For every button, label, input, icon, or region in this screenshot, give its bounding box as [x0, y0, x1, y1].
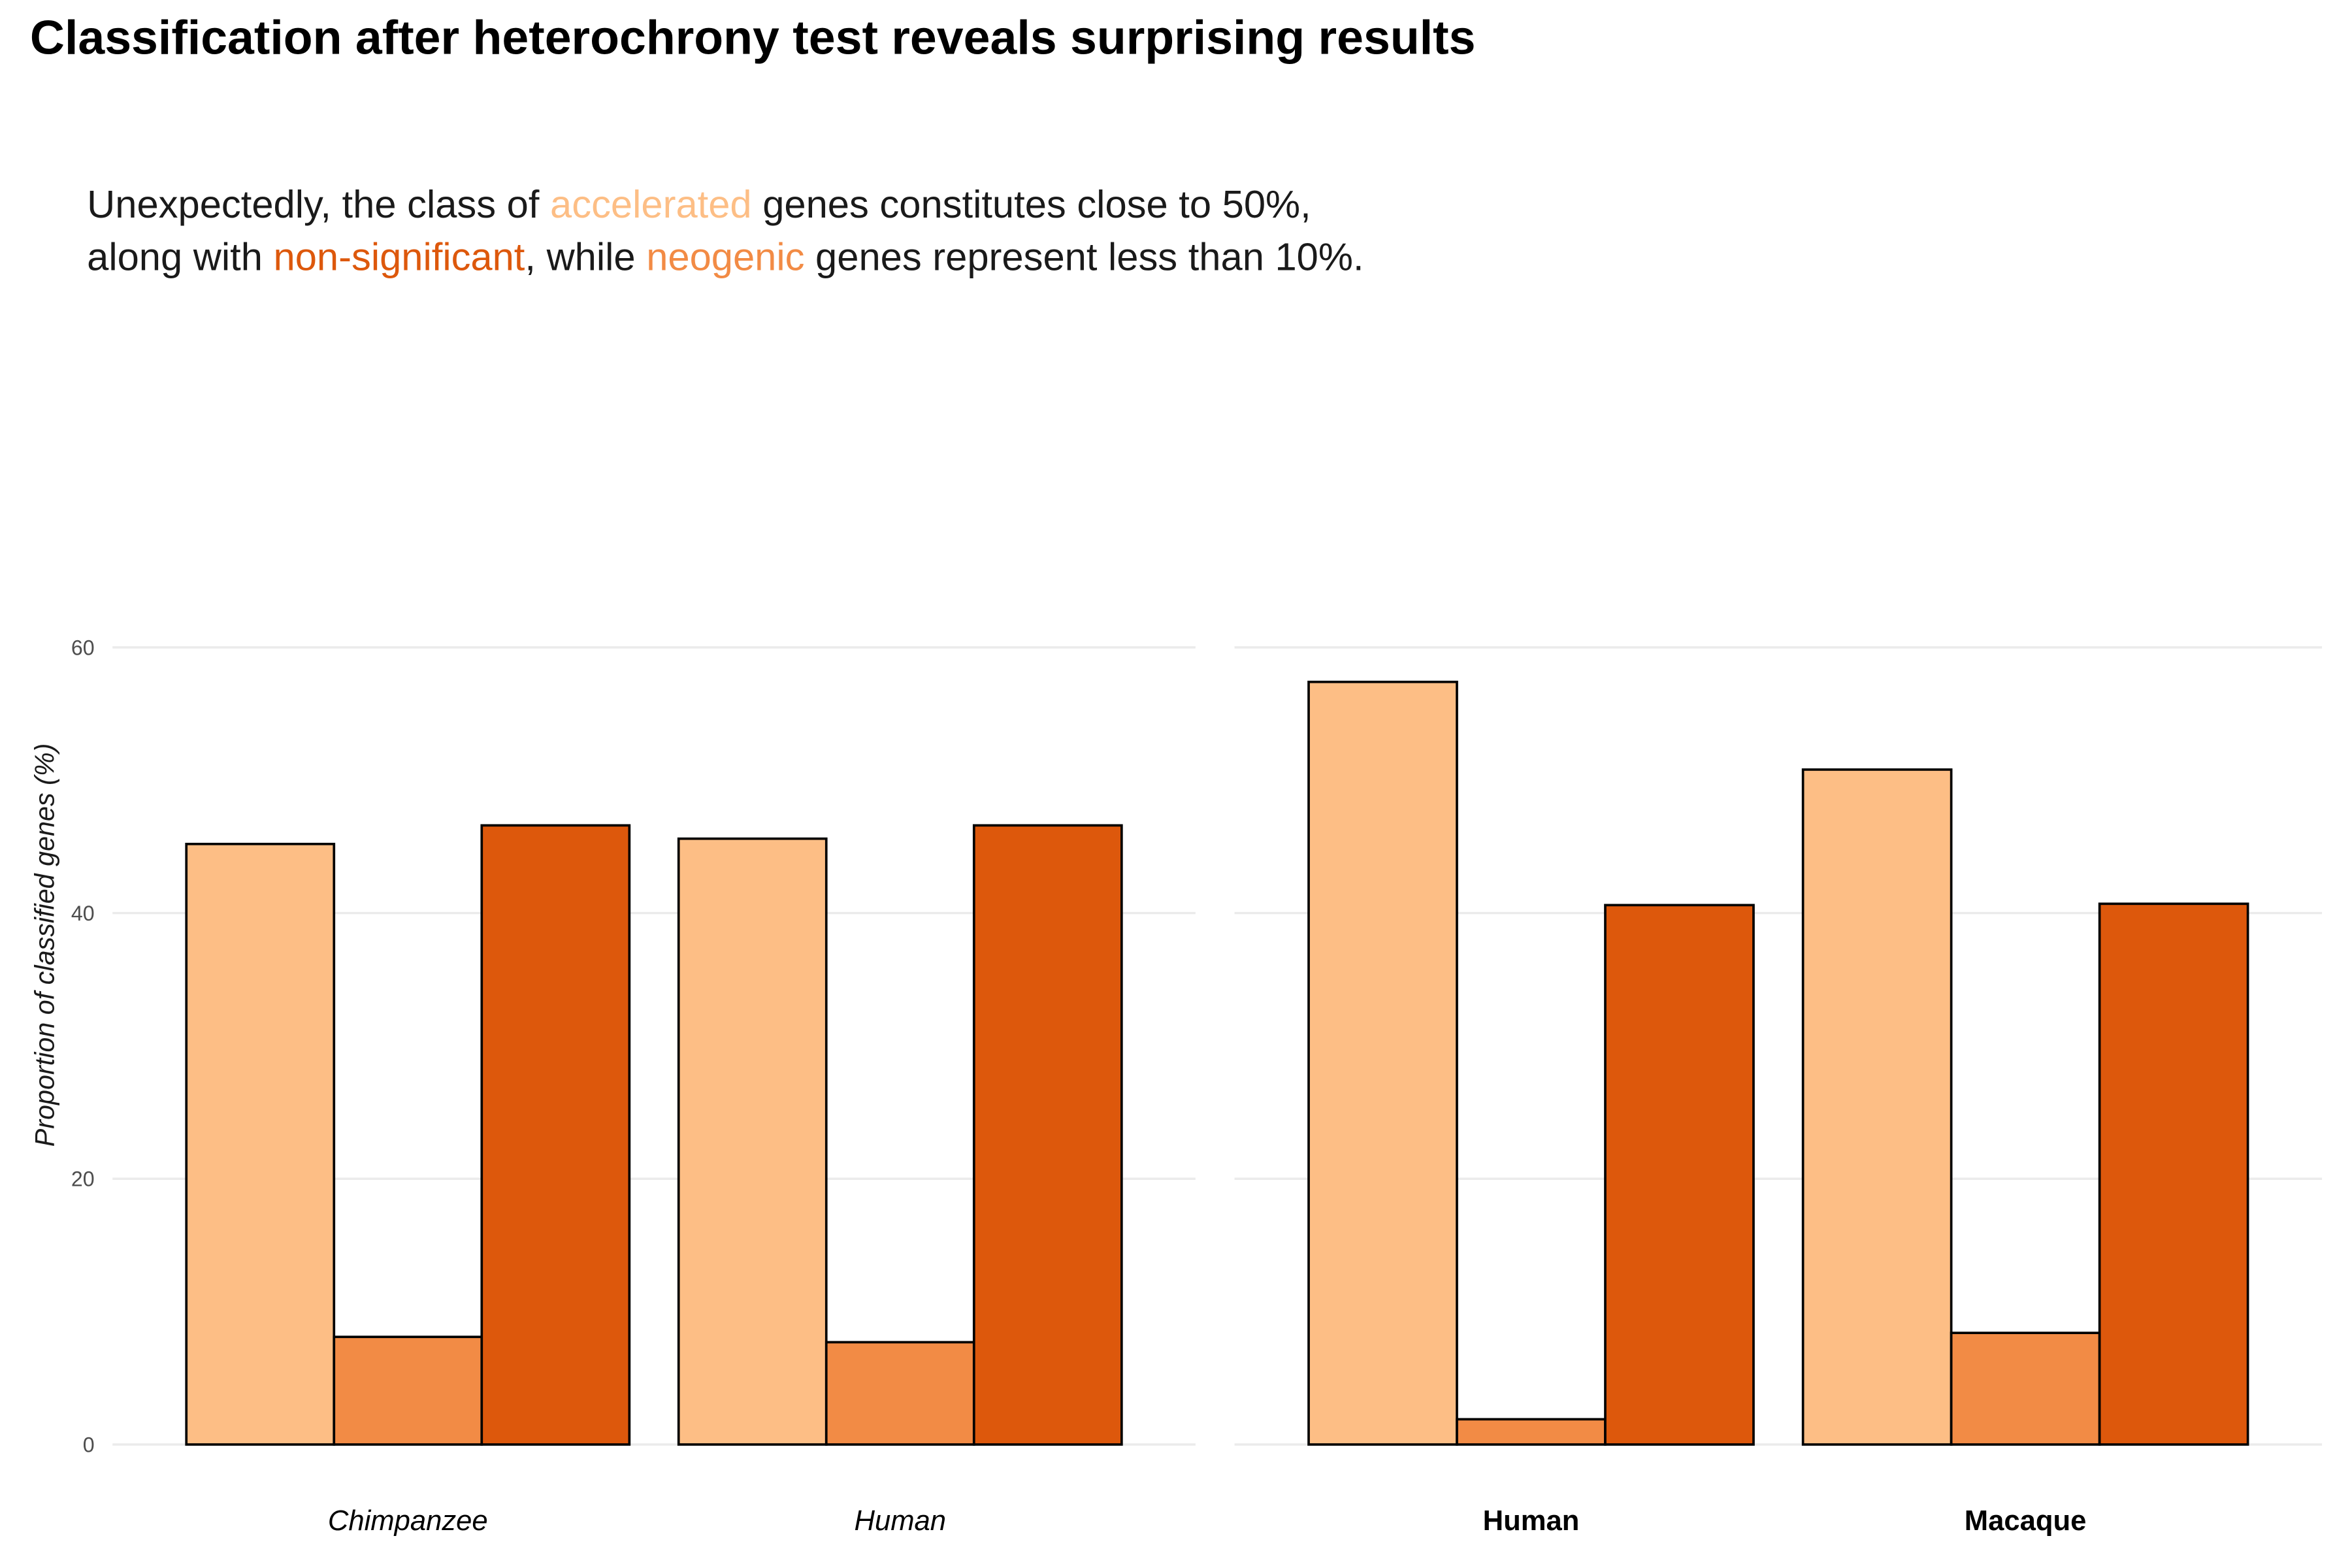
bar	[1456, 1418, 1607, 1446]
y-tick-label: 20	[71, 1168, 95, 1191]
y-axis-label: Proportion of classified genes (%)	[30, 743, 60, 1147]
bar	[1801, 768, 1953, 1446]
subtitle-text: , while	[525, 235, 646, 278]
bar	[677, 837, 828, 1446]
chart-title: Classification after heterochrony test r…	[30, 10, 1476, 65]
y-tick-label: 40	[71, 902, 95, 925]
bar	[972, 824, 1123, 1446]
subtitle-text: genes represent less than 10%.	[804, 235, 1364, 278]
legend-entry: accelerated	[550, 182, 752, 226]
subtitle-text: Unexpectedly, the class of	[87, 182, 550, 226]
x-tick-label: Macaque	[1965, 1505, 2087, 1537]
bar	[333, 1335, 483, 1446]
y-tick-label: 0	[83, 1433, 95, 1456]
legend-entry: non-significant	[274, 235, 525, 278]
subtitle: Unexpectedly, the class of accelerated g…	[87, 182, 1364, 278]
bar	[2098, 902, 2249, 1446]
bar	[185, 842, 336, 1446]
x-tick-label: Human	[1483, 1505, 1580, 1537]
bar	[480, 824, 631, 1446]
bar	[1604, 904, 1755, 1446]
legend-entry: neogenic	[646, 235, 804, 278]
x-tick-label: Human	[854, 1505, 946, 1537]
x-tick-label: Chimpanzee	[328, 1505, 488, 1537]
y-tick-label: 60	[71, 636, 95, 659]
bar	[1950, 1331, 2101, 1446]
bar	[825, 1341, 975, 1446]
bar	[1307, 680, 1458, 1446]
subtitle-text: along with	[87, 235, 273, 278]
subtitle-text: genes constitutes close to 50%,	[752, 182, 1311, 226]
